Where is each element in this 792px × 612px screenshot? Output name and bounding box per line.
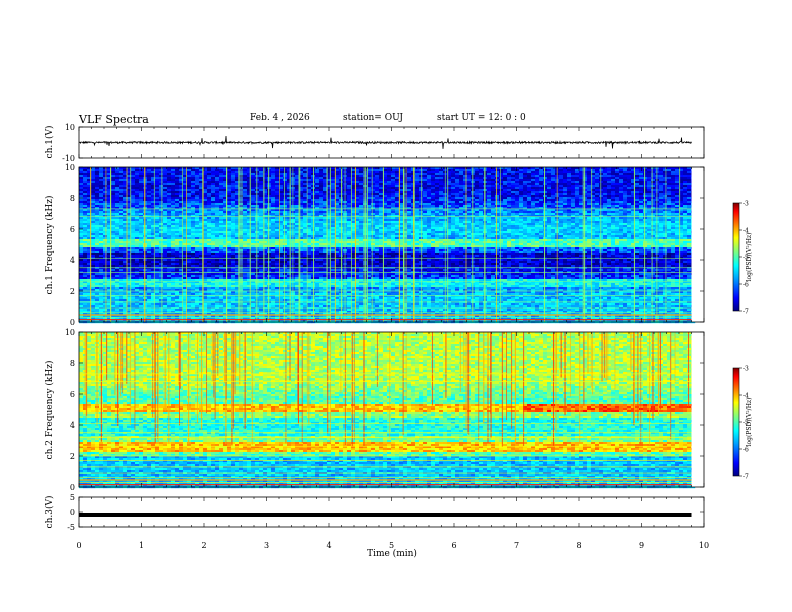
colorbar-tick-label: -5 xyxy=(743,255,749,262)
colorbar-tick-label: -5 xyxy=(743,420,749,427)
ch1-voltage-label: ch.1(V) xyxy=(44,126,55,159)
x-tick-label: 1 xyxy=(139,541,144,550)
x-tick-label: 10 xyxy=(699,541,709,550)
ch2-frequency-label: ch.2 Frequency (kHz) xyxy=(44,361,55,460)
colorbar-tick-label: -7 xyxy=(743,309,749,316)
ch1-spectrogram-frequency-ytick: 8 xyxy=(70,194,75,203)
x-tick-label: 7 xyxy=(514,541,519,550)
ch1-colorbar-scale xyxy=(733,203,739,311)
ch3-voltage-ytick: 0 xyxy=(70,508,75,517)
x-tick-label: 8 xyxy=(576,541,581,550)
ch2-spectrogram-frequency-ytick: 6 xyxy=(70,390,75,399)
ch3-waveform-frame xyxy=(79,497,704,527)
ch2-spectrogram-cells xyxy=(79,332,695,488)
ch2-spectrogram-frequency-ytick: 8 xyxy=(70,359,75,368)
x-tick-label: 3 xyxy=(264,541,269,550)
ch1-spectrogram-cells xyxy=(79,167,695,323)
ch1-waveform-trace xyxy=(79,136,692,149)
colorbar-tick-label: -3 xyxy=(743,366,749,373)
ch1-voltage-ytick: 10 xyxy=(65,123,75,132)
ch1-spectrogram-frequency-ytick: 10 xyxy=(65,163,75,172)
colorbar-tick-label: -4 xyxy=(743,228,749,235)
x-axis-label: Time (min) xyxy=(367,548,417,559)
ch1-spectrogram-frequency-ytick: 4 xyxy=(70,256,75,265)
x-tick-label: 2 xyxy=(201,541,206,550)
ch2-spectrogram-frequency-ytick: 2 xyxy=(70,452,75,461)
ch2-colorbar: log(PSD)(V²/Hz) -3-4-5-6-7 xyxy=(733,366,753,481)
ch1-voltage-ytick: -10 xyxy=(62,154,75,163)
ch2-spectrogram-frequency-ytick: 0 xyxy=(70,483,75,492)
ch1-waveform-panel: 10 -10 xyxy=(62,123,704,163)
x-tick-label: 0 xyxy=(76,541,81,550)
ch2-colorbar-scale xyxy=(733,368,739,476)
ch1-spectrogram-frequency-ytick: 0 xyxy=(70,318,75,327)
ch1-spectrogram-panel: 0 2 4 6 8 10 xyxy=(65,163,704,327)
x-tick-label: 9 xyxy=(639,541,644,550)
colorbar-tick-label: -7 xyxy=(743,474,749,481)
ch3-voltage-ytick: -5 xyxy=(67,523,75,532)
colorbar-tick-label: -6 xyxy=(743,282,749,289)
ch1-frequency-label: ch.1 Frequency (kHz) xyxy=(44,196,55,295)
ch3-voltage-ytick: 5 xyxy=(70,493,75,502)
ch1-spectrogram-frequency-ytick: 6 xyxy=(70,225,75,234)
colorbar-tick-label: -4 xyxy=(743,393,749,400)
ch2-spectrogram-frequency-ytick: 10 xyxy=(65,328,75,337)
ch2-spectrogram-panel: 0 2 4 6 8 10 xyxy=(65,328,704,492)
ch1-colorbar: log(PSD)(V²/Hz) -3-4-5-6-7 xyxy=(733,201,753,316)
x-tick-label: 4 xyxy=(326,541,331,550)
ch1-spectrogram-frequency-ytick: 2 xyxy=(70,287,75,296)
x-tick-label: 6 xyxy=(451,541,456,550)
ch3-waveform-panel: 5 0 -5 xyxy=(67,493,704,532)
ch2-spectrogram-frequency-ytick: 4 xyxy=(70,421,75,430)
ch3-voltage-label: ch.3(V) xyxy=(44,496,55,529)
colorbar-tick-label: -6 xyxy=(743,447,749,454)
colorbar-tick-label: -3 xyxy=(743,201,749,208)
